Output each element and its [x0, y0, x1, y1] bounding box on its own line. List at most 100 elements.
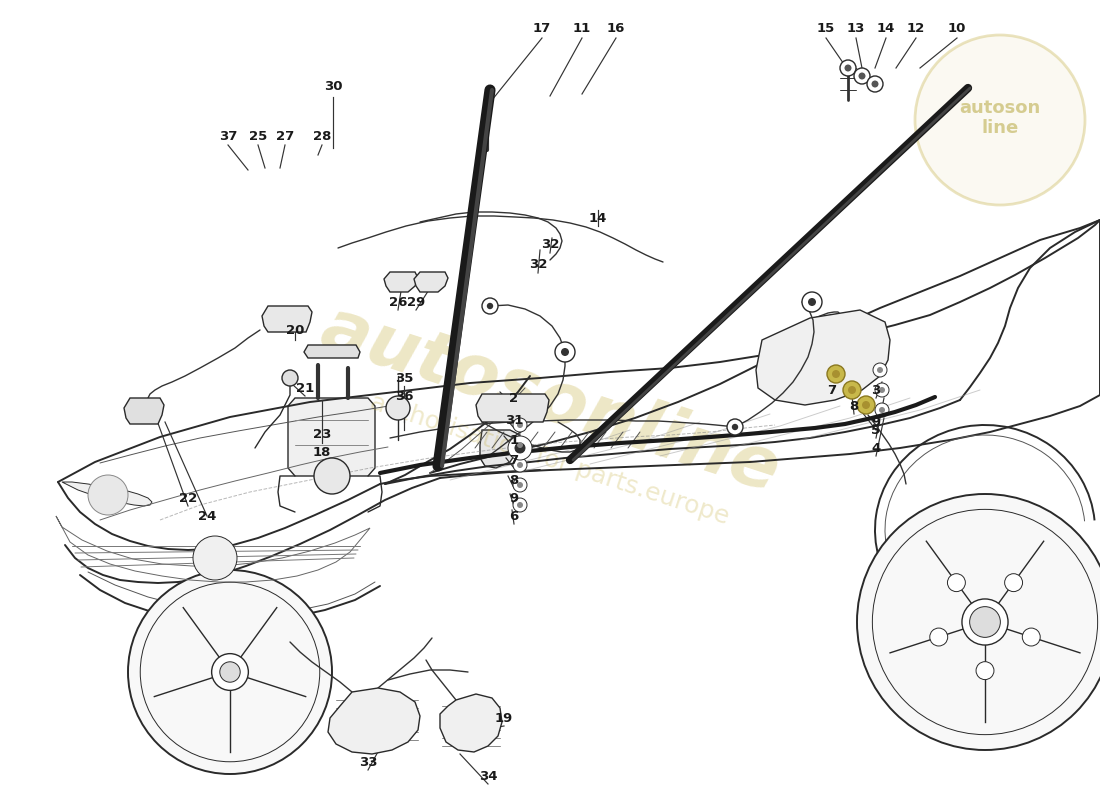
Text: 25: 25	[249, 130, 267, 143]
Text: 33: 33	[359, 755, 377, 769]
Text: 13: 13	[847, 22, 866, 34]
Circle shape	[843, 381, 861, 399]
Text: 6: 6	[509, 510, 518, 522]
Circle shape	[513, 458, 527, 472]
Circle shape	[517, 442, 522, 448]
Circle shape	[1022, 628, 1041, 646]
Circle shape	[482, 298, 498, 314]
Circle shape	[1004, 574, 1023, 592]
Circle shape	[517, 422, 522, 428]
Circle shape	[802, 292, 822, 312]
Circle shape	[976, 662, 994, 679]
Text: 9: 9	[871, 415, 881, 429]
Text: authorisation for parts.europe: authorisation for parts.europe	[367, 390, 733, 530]
Text: 9: 9	[509, 491, 518, 505]
Text: 22: 22	[179, 491, 197, 505]
Text: 31: 31	[505, 414, 524, 426]
Circle shape	[874, 383, 889, 397]
Polygon shape	[480, 430, 520, 468]
Circle shape	[915, 35, 1085, 205]
Circle shape	[862, 401, 870, 409]
Text: 2: 2	[509, 391, 518, 405]
Text: 19: 19	[495, 711, 513, 725]
Circle shape	[515, 443, 525, 453]
Circle shape	[827, 365, 845, 383]
Circle shape	[848, 386, 856, 394]
Circle shape	[930, 628, 948, 646]
Circle shape	[386, 396, 410, 420]
Polygon shape	[440, 694, 502, 752]
Polygon shape	[328, 688, 420, 754]
Circle shape	[517, 502, 522, 508]
Circle shape	[808, 298, 816, 306]
Circle shape	[857, 396, 874, 414]
Text: 30: 30	[323, 81, 342, 94]
Text: autosonline: autosonline	[312, 294, 788, 506]
Text: 35: 35	[395, 371, 414, 385]
Polygon shape	[476, 394, 549, 422]
Text: 15: 15	[817, 22, 835, 34]
Circle shape	[871, 81, 879, 87]
Circle shape	[513, 418, 527, 432]
Circle shape	[517, 482, 522, 488]
Circle shape	[220, 662, 240, 682]
Text: 4: 4	[871, 442, 881, 454]
Text: 11: 11	[573, 22, 591, 34]
Text: 36: 36	[395, 390, 414, 402]
Text: 16: 16	[607, 22, 625, 34]
Text: 14: 14	[877, 22, 895, 34]
Circle shape	[879, 407, 886, 413]
Circle shape	[88, 475, 128, 515]
Polygon shape	[384, 272, 418, 292]
Text: 5: 5	[871, 423, 881, 437]
Circle shape	[832, 370, 840, 378]
Text: 1: 1	[509, 434, 518, 446]
Circle shape	[854, 68, 870, 84]
Circle shape	[561, 348, 569, 356]
Text: 28: 28	[312, 130, 331, 143]
Text: 7: 7	[509, 454, 518, 466]
Circle shape	[513, 498, 527, 512]
Text: autoson: autoson	[959, 99, 1041, 117]
Circle shape	[947, 574, 966, 592]
Circle shape	[282, 370, 298, 386]
Text: 32: 32	[529, 258, 547, 271]
Text: 8: 8	[849, 399, 859, 413]
Polygon shape	[288, 398, 375, 476]
Text: 37: 37	[219, 130, 238, 143]
Text: 34: 34	[478, 770, 497, 782]
Circle shape	[867, 76, 883, 92]
Circle shape	[879, 387, 886, 393]
Circle shape	[508, 436, 532, 460]
Circle shape	[556, 342, 575, 362]
Text: 26: 26	[388, 295, 407, 309]
Text: 7: 7	[827, 383, 837, 397]
Text: 27: 27	[276, 130, 294, 143]
Circle shape	[487, 302, 493, 309]
Text: 24: 24	[198, 510, 217, 522]
Text: 17: 17	[532, 22, 551, 34]
Text: 32: 32	[541, 238, 559, 251]
Polygon shape	[124, 398, 164, 424]
Circle shape	[727, 419, 742, 435]
Circle shape	[314, 458, 350, 494]
Text: 3: 3	[871, 383, 881, 397]
Text: 12: 12	[906, 22, 925, 34]
Text: 14: 14	[588, 211, 607, 225]
Text: 8: 8	[509, 474, 518, 486]
Circle shape	[732, 424, 738, 430]
Text: 18: 18	[312, 446, 331, 458]
Circle shape	[873, 363, 887, 377]
Polygon shape	[756, 310, 890, 405]
Text: 29: 29	[407, 295, 425, 309]
Circle shape	[858, 73, 866, 79]
Text: 10: 10	[948, 22, 966, 34]
Circle shape	[969, 606, 1000, 638]
Circle shape	[517, 462, 522, 468]
Circle shape	[192, 536, 236, 580]
Polygon shape	[414, 272, 448, 292]
Polygon shape	[262, 306, 312, 332]
Polygon shape	[62, 482, 152, 506]
Text: 21: 21	[296, 382, 315, 394]
Circle shape	[513, 478, 527, 492]
